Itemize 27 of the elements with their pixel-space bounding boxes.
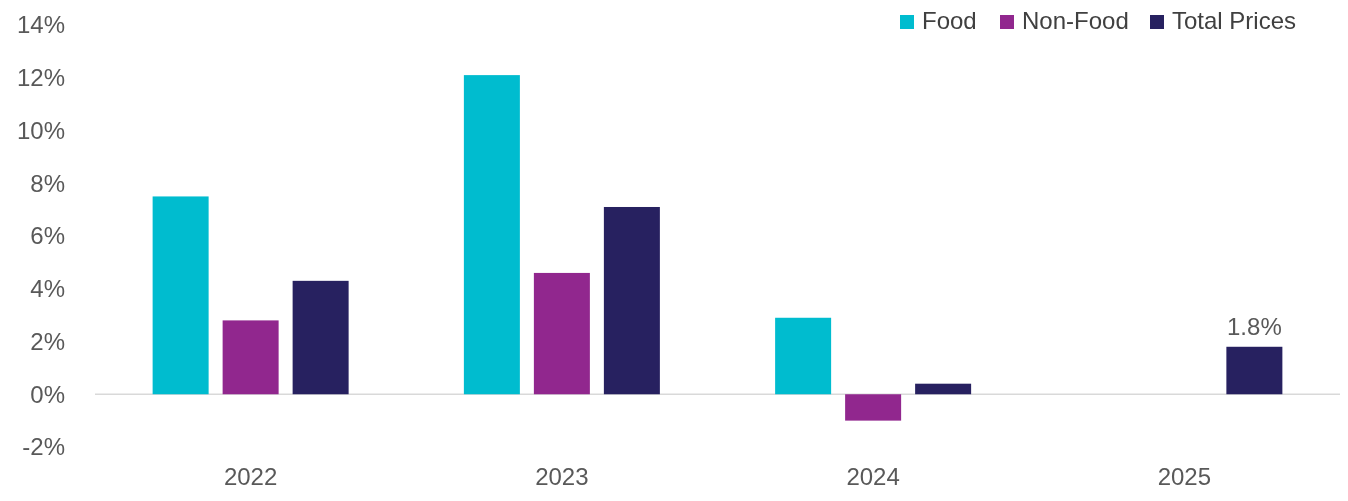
bar <box>915 383 972 395</box>
y-tick-label: -2% <box>22 433 65 461</box>
bar <box>775 317 832 395</box>
bar <box>152 196 209 395</box>
y-tick-label: 10% <box>16 116 65 144</box>
bar <box>845 394 902 421</box>
legend-label: Food <box>922 7 977 34</box>
y-tick-label: 4% <box>30 275 65 303</box>
bar <box>1226 346 1283 395</box>
y-tick-label: 6% <box>30 222 65 250</box>
y-tick-label: 8% <box>30 169 65 197</box>
bar <box>603 206 660 395</box>
x-tick-label: 2022 <box>223 463 278 490</box>
y-tick-label: 0% <box>30 380 65 408</box>
legend-label: Non-Food <box>1022 7 1129 34</box>
x-tick-label: 2024 <box>846 463 900 490</box>
x-tick-label: 2025 <box>1157 463 1212 490</box>
bar <box>533 272 590 395</box>
y-tick-label: 14% <box>16 11 65 39</box>
y-tick-label: 12% <box>16 64 65 92</box>
y-tick-label: 2% <box>30 327 65 355</box>
legend-label: Total Prices <box>1172 7 1297 34</box>
data-label: 1.8% <box>1227 312 1282 340</box>
x-tick-label: 2023 <box>535 463 589 490</box>
bar <box>222 320 279 395</box>
bar <box>292 280 349 395</box>
bar <box>463 75 520 395</box>
